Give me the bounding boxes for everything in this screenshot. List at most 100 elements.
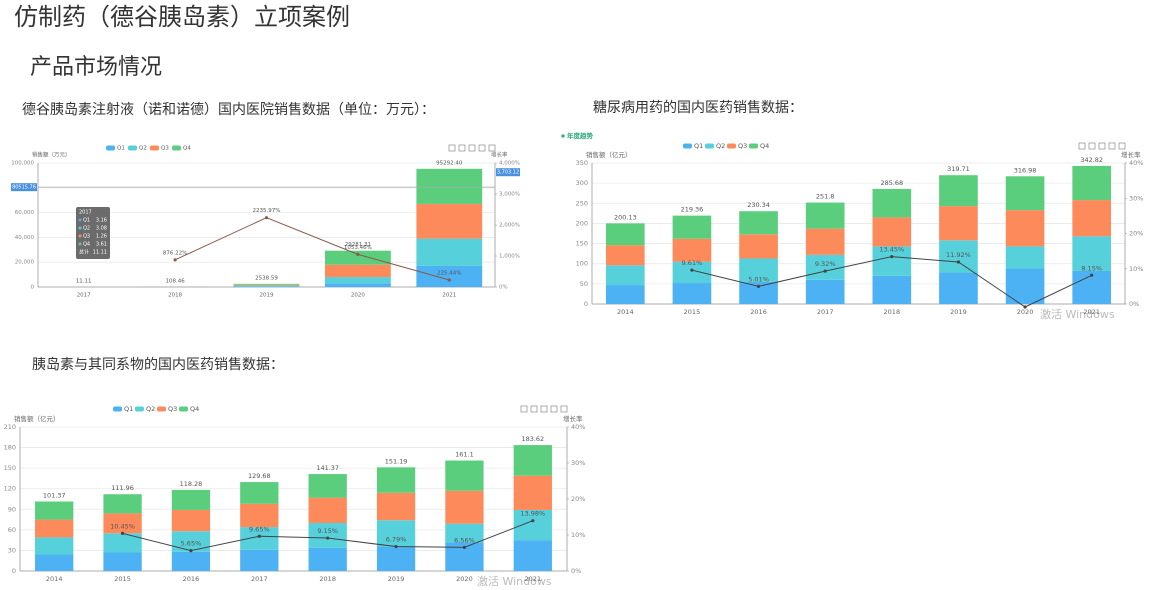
toolbox-icon[interactable] [478, 144, 486, 152]
chart-title: 德谷胰岛素注射液（诺和诺德）国内医院销售数据（单位：万元）： [22, 102, 435, 118]
bar-segment [171, 551, 211, 571]
x-tick-label: 2021 [1083, 308, 1100, 316]
bar-segment [805, 254, 845, 280]
toolbox-icon[interactable] [520, 405, 528, 413]
x-tick-label: 2016 [183, 575, 200, 583]
watermark: 激活 Windows [1040, 307, 1115, 321]
bar-segment [240, 482, 279, 504]
bar-segment [605, 223, 645, 246]
bar-segment [1072, 200, 1112, 237]
x-tick-label: 2015 [684, 308, 701, 316]
legend-label: Q2 [139, 146, 147, 152]
growth-label: 10.45% [110, 522, 135, 530]
y2-tick-label: 40% [571, 423, 585, 431]
bar-segment [672, 238, 712, 262]
bar-segment [445, 523, 484, 543]
bar-segment [1005, 246, 1045, 269]
y2-tick-label: 30% [571, 459, 585, 467]
bar-segment [513, 475, 552, 510]
x-tick-label: 2018 [319, 575, 336, 583]
toolbox-icon[interactable] [458, 144, 466, 152]
bar-segment [35, 519, 74, 538]
legend-swatch [157, 406, 166, 412]
legend-label: Q2 [716, 142, 725, 150]
legend-swatch [172, 145, 181, 151]
y-tick-label: 150 [4, 464, 16, 472]
stack-total-label: 151.19 [385, 457, 408, 465]
legend-label: Q1 [694, 142, 703, 150]
growth-point [394, 544, 398, 549]
y2-tick-label: 0% [1129, 300, 1139, 308]
watermark: 激活 Windows [477, 574, 552, 588]
tooltip-name: Q1 [83, 218, 90, 224]
growth-point [173, 258, 177, 262]
bar-segment [376, 492, 416, 521]
growth-point [447, 278, 451, 282]
toolbox-icon[interactable] [530, 405, 538, 413]
bar-segment [805, 202, 845, 229]
y-tick-label: 20,000 [15, 260, 35, 266]
page-subtitle: 产品市场情况 [30, 55, 162, 80]
stack-total-label: 200.13 [614, 213, 637, 221]
toolbox-icon[interactable] [1118, 142, 1126, 150]
tooltip-total-value: 11.11 [93, 250, 107, 256]
toolbox-icon[interactable] [1088, 142, 1096, 150]
bar-segment [376, 546, 416, 571]
toolbox-icon[interactable] [550, 405, 558, 413]
toolbox-icon[interactable] [1098, 142, 1106, 150]
y-tick-label: 250 [576, 199, 588, 207]
growth-label: 5.01% [748, 275, 769, 283]
growth-label: 8.15% [1081, 264, 1102, 272]
bar-segment [513, 540, 552, 571]
bar-segment [324, 277, 391, 284]
bar-segment [308, 474, 347, 498]
y2-tick-label: 2,000% [499, 223, 520, 229]
bar-segment [1005, 176, 1045, 211]
legend-note-dot [561, 134, 565, 138]
growth-label: 2235.97% [253, 208, 281, 214]
y-tick-label: 40,000 [15, 235, 35, 241]
growth-label: 5.65% [181, 540, 202, 548]
legend-swatch [727, 143, 736, 149]
stack-total-label: 108.46 [165, 278, 185, 284]
axis-pointer-box [496, 168, 520, 177]
y2-tick-label: 20% [571, 495, 585, 503]
bar-segment [171, 489, 211, 510]
x-tick-label: 2018 [884, 308, 901, 316]
toolbox-icon[interactable] [488, 144, 496, 152]
tooltip-dot [78, 226, 82, 230]
growth-point [956, 260, 961, 264]
toolbox-icon[interactable] [448, 144, 456, 152]
toolbox-icon[interactable] [540, 405, 548, 413]
x-tick-label: 2020 [1017, 308, 1034, 316]
x-tick-label: 2021 [525, 575, 542, 583]
toolbox-icon[interactable] [560, 405, 568, 413]
toolbox-icon[interactable] [468, 144, 476, 152]
bar-segment [939, 175, 978, 207]
y-tick-label: 200 [576, 219, 588, 227]
bar-segment [233, 283, 300, 285]
bar-segment [324, 250, 391, 265]
bar-segment [416, 168, 483, 204]
growth-point [264, 216, 269, 220]
x-tick-label: 2019 [388, 575, 405, 583]
stack-total-label: 161.1 [455, 451, 474, 459]
tooltip-name: Q2 [83, 226, 90, 232]
growth-label: 9.32% [815, 260, 836, 268]
legend-label: Q3 [738, 142, 747, 150]
y-tick-label: 210 [4, 423, 16, 431]
stack-total-label: 219.36 [681, 206, 704, 214]
growth-point [120, 531, 125, 535]
toolbox-icon[interactable] [1078, 142, 1086, 150]
y-axis-title: 销售额（亿元） [586, 150, 632, 159]
toolbox-icon[interactable] [1108, 142, 1116, 150]
stack-total-label: 285.68 [880, 179, 903, 187]
tooltip-dot [78, 242, 82, 246]
bar-segment [445, 460, 484, 491]
bar-segment [872, 246, 912, 276]
legend-swatch [106, 145, 115, 151]
growth-point [257, 534, 261, 538]
x-tick-label: 2019 [950, 308, 967, 316]
stack-total-label: 29281.31 [345, 242, 371, 248]
y2-axis-title: 增长率 [491, 151, 508, 159]
